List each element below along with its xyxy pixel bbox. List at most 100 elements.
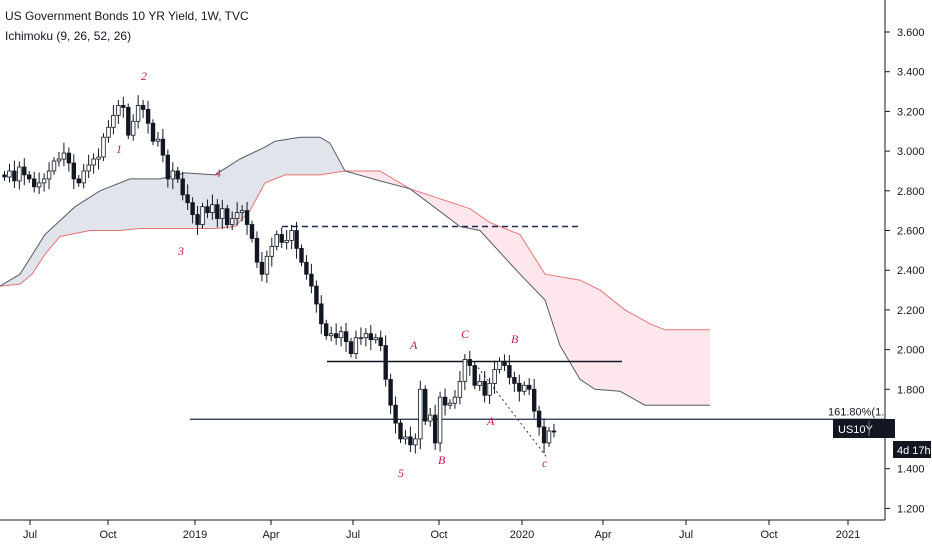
candle-body [467,359,472,366]
candle-body [314,285,319,305]
price-tick-label: 1.800 [897,384,925,396]
candle-body [492,369,497,384]
candle-body [289,230,294,241]
candle-body [457,380,463,398]
candle-body [393,404,398,424]
price-tick-label: 3.600 [897,27,925,39]
candle-body [2,174,7,178]
price-tick-label: 3.000 [897,146,925,158]
candle-body [81,170,86,184]
candle-body [239,210,245,214]
candle-body [373,337,378,341]
indicator-legend[interactable]: Ichimoku (9, 26, 52, 26) [5,29,132,43]
symbol-tag-label: US10Y [838,424,874,436]
candle-body [32,178,37,188]
time-tick-label: Jul [346,529,360,541]
wave-label-3: 3 [177,244,184,258]
wave-label-5: 5 [398,466,404,480]
bullish-cloud [0,137,345,287]
time-tick-label: 2020 [510,529,534,541]
candle-body [403,436,408,440]
candle-body [333,333,339,339]
candle-body [215,204,220,219]
candle-body [26,174,32,180]
price-tick-label: 1.400 [897,464,925,476]
time-tick-label: Jul [23,529,37,541]
candle-body [348,341,354,355]
candle-body [477,380,482,386]
candle-body [522,384,527,392]
wave-label-4: 4 [215,166,221,180]
candle-body [51,160,57,172]
candle-body [527,384,532,390]
candle-body [284,239,289,243]
candle-body [462,359,468,382]
price-tick-label: 2.000 [897,345,925,357]
candle-body [452,396,458,404]
candle-body [91,158,96,166]
senkou-span-b [0,136,710,406]
candle-body [507,365,512,378]
wave-label-c: c [542,456,548,470]
candle-body [343,331,349,343]
price-tick-label: 3.200 [897,106,925,118]
candle-body [160,138,166,156]
countdown-tag [893,441,931,458]
candle-body [378,337,383,347]
current-price-label: 1.586 [897,424,925,436]
candle-body [71,162,76,180]
candle-body [536,410,542,428]
candle-body [165,154,170,180]
candle-body [22,166,27,176]
candle-body [86,164,91,172]
candle-body [418,388,423,440]
candle-body [368,333,373,341]
time-tick-label: Oct [760,529,777,541]
candle-body [398,422,403,440]
candle-body [140,105,146,110]
candle-body [249,224,255,239]
price-tick-label: 2.600 [897,226,925,238]
candle-body [502,361,507,366]
candle-body [135,105,141,122]
candle-body [106,126,111,138]
time-tick-label: Apr [262,529,279,541]
price-tick-label: 1.200 [897,503,925,515]
candle-body [512,376,517,384]
candle-body [482,380,487,396]
candle-body [205,206,210,214]
candle-body [150,122,156,142]
candle-body [328,333,334,337]
time-tick-label: Jul [679,529,693,541]
candle-body [551,430,557,433]
candle-body [363,333,369,339]
candle-body [61,152,67,160]
candle-body [41,178,47,184]
candle-body [101,136,106,158]
candle-body [358,337,364,340]
wave-label-2: 2 [141,69,147,83]
candle-body [180,178,185,196]
candle-body [338,331,344,339]
candle-body [155,138,161,142]
candle-body [130,120,136,136]
candle-body [224,208,230,225]
candle-body [56,158,62,162]
candle-body [200,206,205,225]
candle-body [532,388,537,412]
candle-body [210,204,215,213]
wave-label-A: A [409,338,418,352]
candle-body [7,170,12,178]
candle-body [190,202,195,215]
candle-body [422,388,428,422]
wave-label-B: B [511,332,519,346]
candle-body [497,361,502,370]
senkou-span-a [0,170,710,331]
candle-body [279,234,284,243]
candle-body [309,273,314,287]
candle-body [37,182,42,188]
countdown-label: 4d 17h [897,445,931,457]
bearish-cloud [345,171,710,406]
